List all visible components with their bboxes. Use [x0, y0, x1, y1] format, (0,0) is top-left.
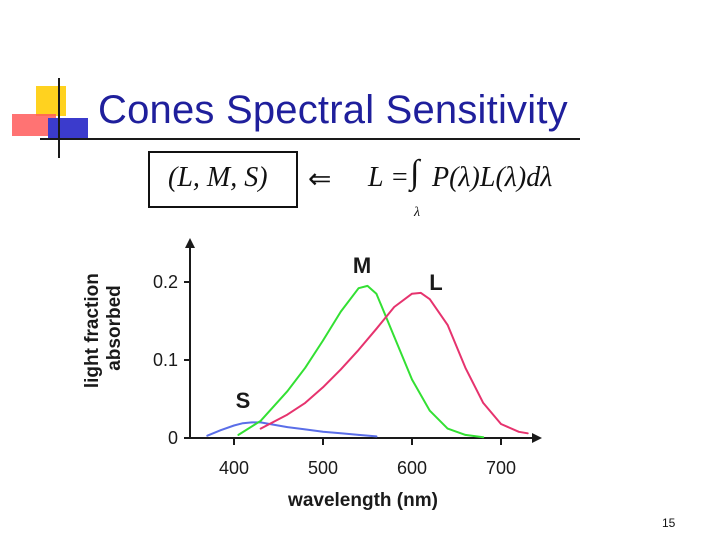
series-point-L — [322, 386, 324, 389]
decoration-horizontal-line — [40, 138, 580, 140]
y-axis-label-line2: absorbed — [104, 285, 125, 371]
series-point-M — [357, 287, 360, 290]
series-point-M — [429, 409, 431, 412]
y-tick-label: 0 — [168, 428, 178, 448]
series-point-L — [500, 423, 502, 425]
decoration-yellow-square — [36, 86, 66, 116]
series-point-L — [526, 432, 529, 435]
y-axis-arrowhead — [185, 238, 195, 248]
y-tick-label: 0.2 — [153, 272, 178, 292]
series-point-M — [464, 434, 467, 436]
series-point-M — [411, 378, 413, 381]
series-point-S — [357, 434, 360, 436]
series-point-M — [446, 427, 449, 430]
series-point-M — [340, 310, 342, 313]
series-point-L — [259, 427, 262, 430]
series-point-L — [482, 402, 485, 404]
series-point-L — [429, 298, 431, 301]
chart-series: S M L — [206, 253, 529, 439]
series-point-S — [322, 431, 324, 433]
series-label-M: M — [353, 253, 371, 278]
series-point-L — [340, 368, 342, 371]
series-point-L — [357, 349, 360, 351]
series-point-M — [322, 339, 324, 342]
series-point-S — [286, 426, 289, 428]
series-point-S — [242, 422, 244, 425]
series-point-L — [446, 324, 449, 326]
series-point-L — [420, 292, 422, 294]
y-axis-label: light fraction absorbed — [82, 268, 125, 388]
formula-lhs: L = — [368, 162, 409, 193]
formula-lms: (L, M, S) — [168, 162, 268, 193]
x-axis-label: wavelength (nm) — [287, 490, 438, 511]
series-point-L — [518, 431, 520, 433]
series-point-L — [464, 367, 467, 369]
y-axis-label-line1: light fraction — [82, 273, 103, 388]
y-tick-label: 0.1 — [153, 350, 178, 370]
series-point-S — [219, 429, 222, 432]
page-number: 15 — [662, 516, 676, 530]
series-point-L — [304, 402, 307, 404]
x-tick-label: 500 — [308, 458, 338, 478]
decoration-vertical-line — [58, 78, 60, 158]
formula-integral: ∫ — [410, 154, 420, 191]
series-point-S — [304, 428, 307, 431]
series-point-M — [375, 292, 378, 295]
series-point-L — [375, 328, 378, 330]
series-point-S — [251, 421, 253, 424]
series-line-S — [206, 421, 378, 438]
x-axis-arrowhead — [532, 433, 542, 443]
series-point-M — [259, 420, 262, 422]
series-line-L — [259, 291, 529, 435]
series-label-S: S — [236, 388, 251, 413]
series-label-L: L — [429, 270, 442, 295]
series-point-S — [340, 432, 342, 435]
series-point-S — [233, 424, 235, 427]
formula-box — [148, 151, 298, 208]
series-point-L — [393, 306, 396, 308]
chart-ticks: 0 0.1 0.2 400 500 600 700 — [153, 272, 516, 478]
x-tick-label: 400 — [219, 458, 249, 478]
series-point-M — [286, 390, 289, 393]
series-point-M — [366, 285, 369, 287]
series-point-M — [237, 434, 240, 436]
x-tick-label: 700 — [486, 458, 516, 478]
formula-subscript: λ — [414, 205, 421, 220]
series-point-S — [375, 435, 378, 438]
series-point-M — [482, 436, 485, 439]
series-point-S — [206, 434, 209, 437]
slide-title: Cones Spectral Sensitivity — [98, 88, 568, 132]
x-tick-label: 600 — [397, 458, 427, 478]
series-point-L — [411, 292, 413, 295]
decoration-red-square — [12, 114, 56, 136]
series-point-M — [393, 335, 396, 338]
formula-arrow: ⇐ — [308, 164, 332, 195]
series-point-M — [304, 367, 307, 369]
series-point-L — [286, 413, 289, 416]
series-line-M — [237, 284, 485, 439]
formula-body: P(λ)L(λ)dλ — [432, 162, 553, 193]
